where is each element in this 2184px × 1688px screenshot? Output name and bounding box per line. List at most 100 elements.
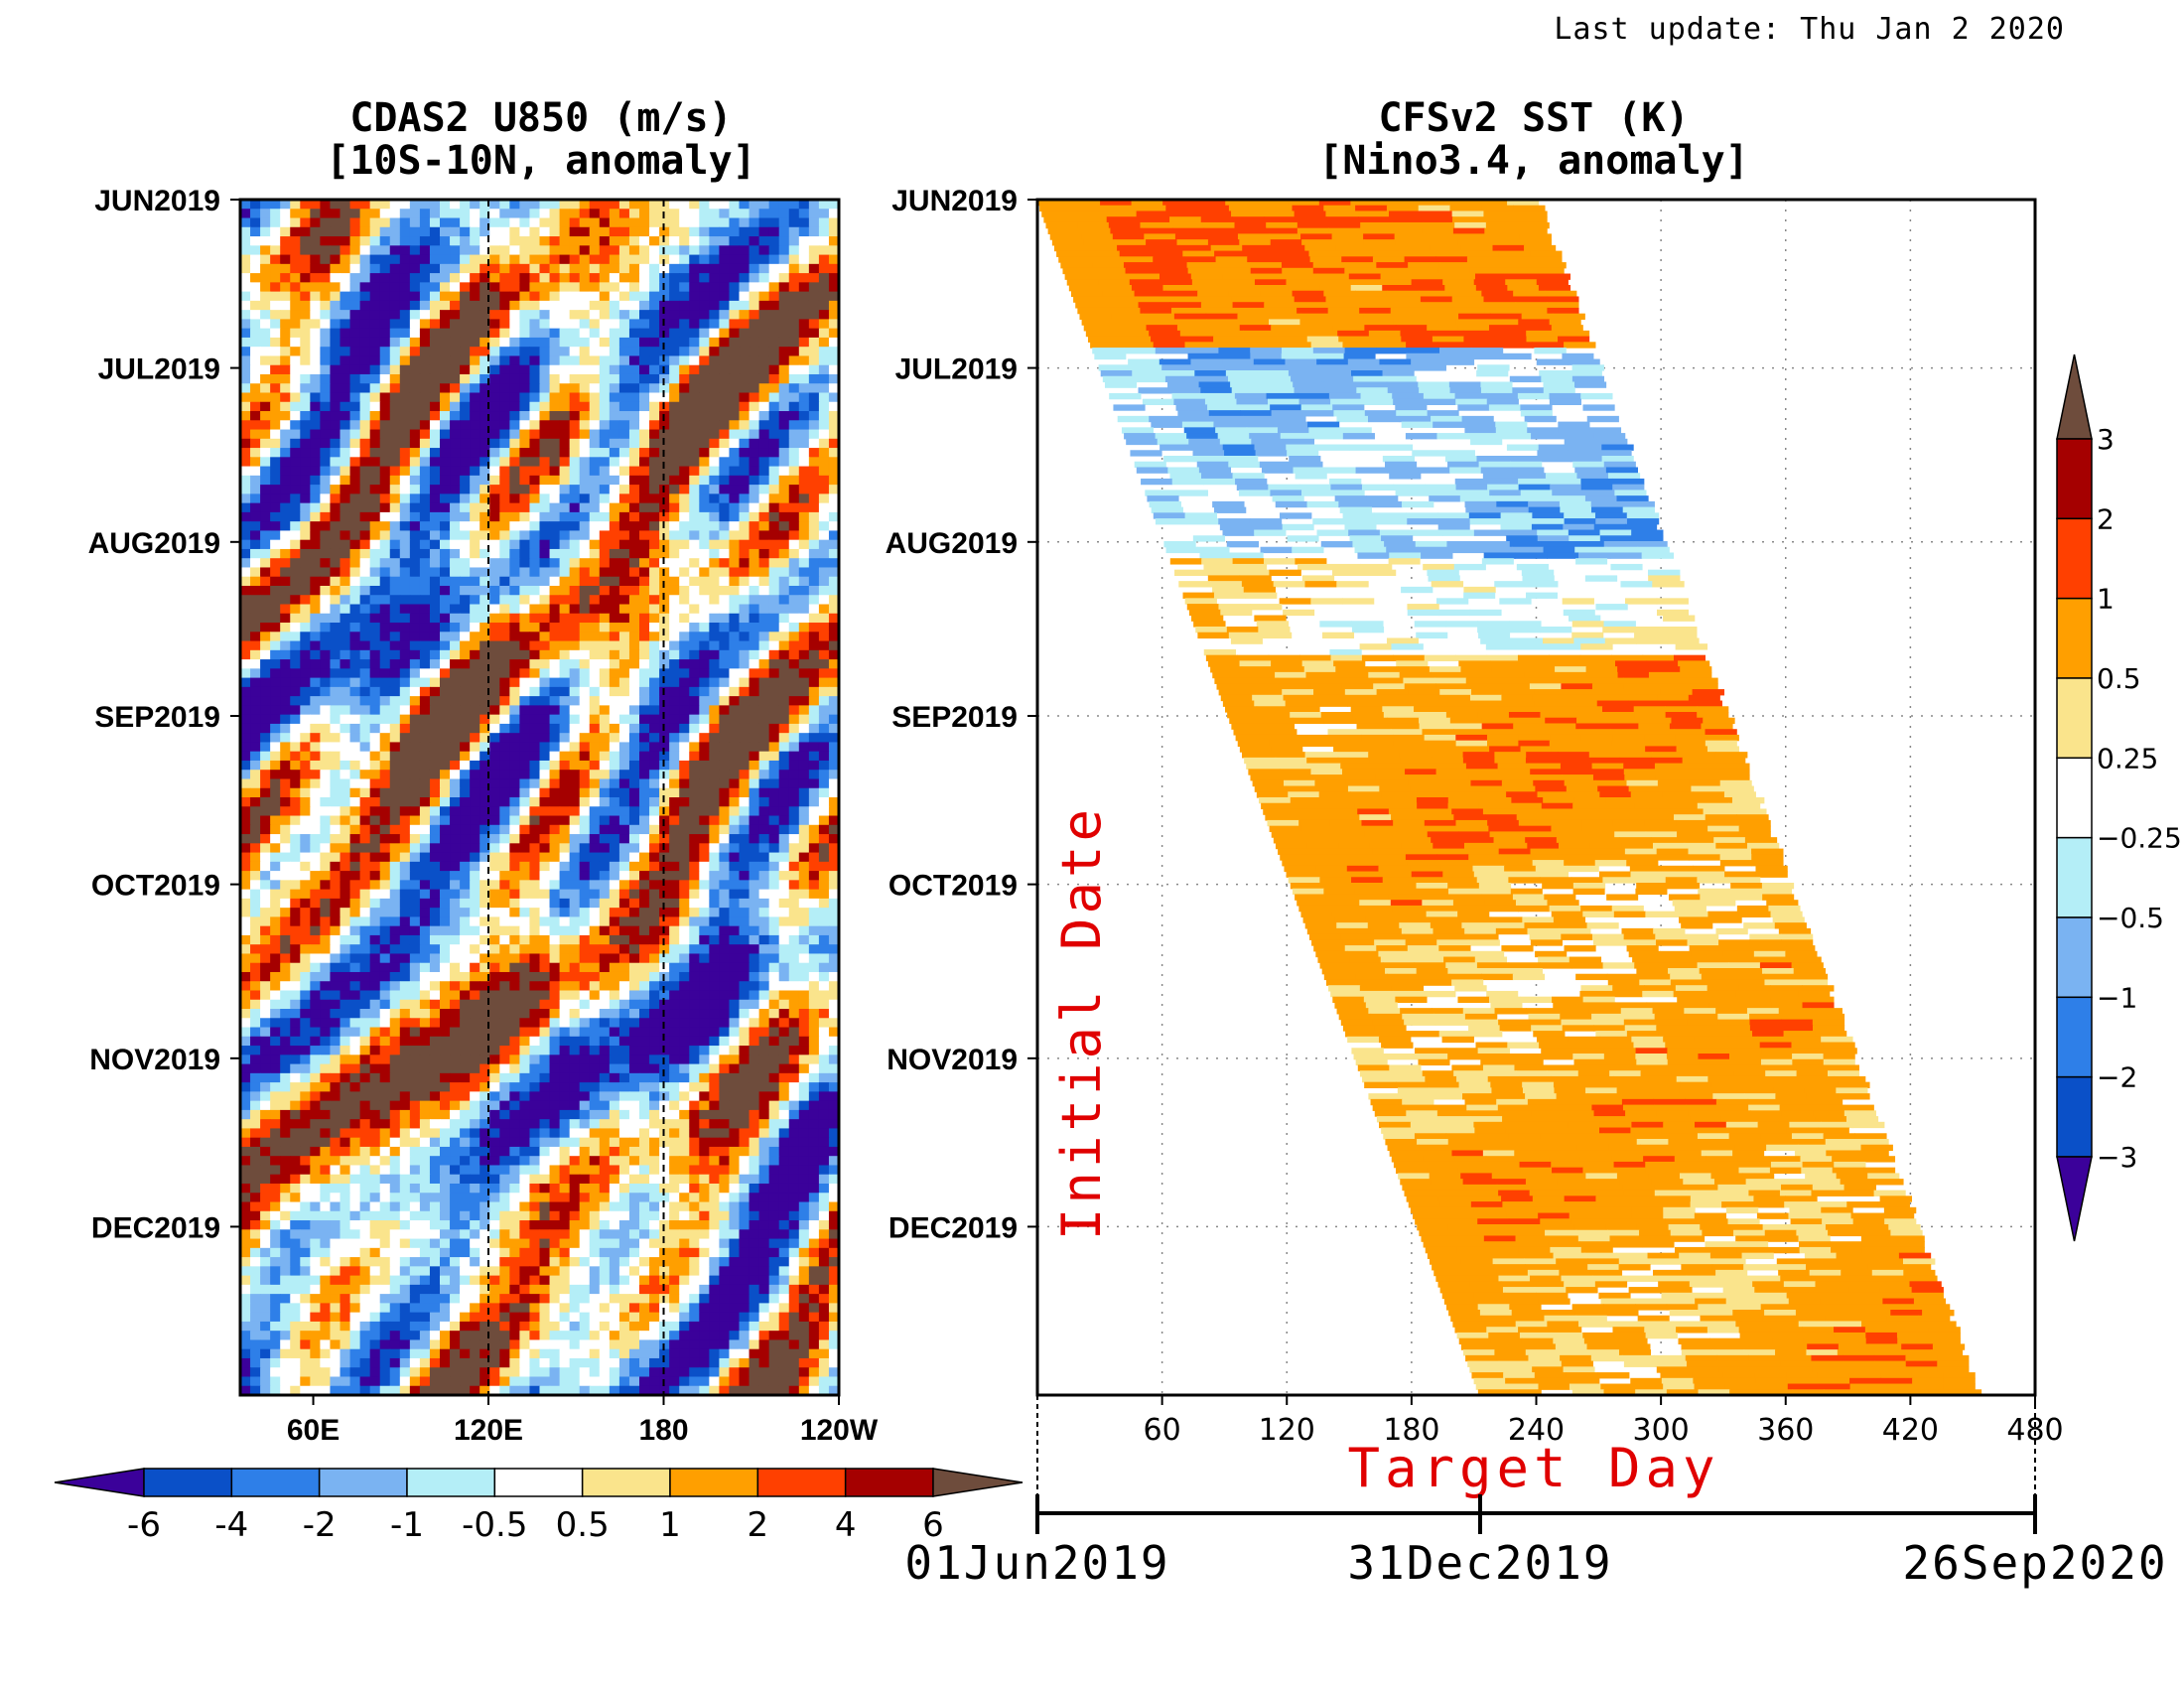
left-heatmap-cell (240, 797, 251, 807)
left-heatmap-cell (320, 448, 332, 458)
left-heatmap-cell (310, 548, 321, 559)
left-heatmap-cell (280, 916, 291, 927)
left-heatmap-cell (429, 282, 441, 293)
left-heatmap-cell (280, 640, 291, 651)
left-heatmap-cell (719, 300, 731, 311)
left-heatmap-cell (440, 604, 451, 615)
left-heatmap-cell (599, 310, 611, 320)
left-heatmap-cell (499, 705, 510, 716)
left-heatmap-cell (270, 742, 281, 753)
left-heatmap-cell (589, 328, 601, 339)
left-heatmap-cell (529, 347, 541, 357)
left-heatmap-cell (260, 209, 271, 219)
left-heatmap-cell (290, 916, 301, 927)
left-heatmap-cell (599, 429, 611, 440)
left-heatmap-cell (529, 871, 541, 881)
left-heatmap-cell (320, 742, 332, 753)
left-heatmap-cell (758, 245, 770, 256)
left-heatmap-cell (519, 355, 531, 366)
left-heatmap-cell (330, 742, 341, 753)
left-heatmap-cell (818, 742, 830, 753)
left-heatmap-cell (240, 916, 251, 927)
left-heatmap-cell (539, 337, 551, 348)
left-heatmap-cell (589, 925, 601, 936)
left-heatmap-cell (379, 843, 391, 854)
left-heatmap-cell (359, 649, 371, 660)
left-heatmap-cell (250, 898, 261, 909)
left-heatmap-cell (699, 778, 710, 789)
left-heatmap-cell (349, 668, 361, 679)
left-heatmap-cell (719, 254, 731, 265)
left-heatmap-cell (729, 217, 741, 228)
left-heatmap-cell (280, 815, 291, 826)
left-heatmap-cell (679, 539, 690, 550)
left-heatmap-cell (359, 787, 371, 798)
left-heatmap-cell (310, 944, 321, 955)
left-heatmap-cell (559, 567, 571, 578)
left-heatmap-cell (599, 585, 611, 596)
left-heatmap-cell (260, 953, 271, 964)
left-heatmap-cell (699, 889, 710, 900)
left-heatmap-cell (260, 511, 271, 522)
left-heatmap-cell (409, 226, 421, 237)
left-heatmap-cell (499, 714, 510, 725)
left-heatmap-cell (679, 457, 690, 468)
left-heatmap-cell (539, 824, 551, 835)
left-heatmap-cell (340, 632, 351, 642)
left-heatmap-cell (768, 226, 780, 237)
left-heatmap-cell (419, 485, 431, 494)
left-heatmap-cell (489, 751, 500, 762)
left-heatmap-cell (569, 364, 581, 375)
left-heatmap-cell (649, 908, 660, 917)
left-heatmap-cell (349, 273, 361, 283)
left-heatmap-cell (559, 200, 571, 210)
left-heatmap-cell (470, 733, 480, 744)
left-heatmap-cell (320, 576, 332, 587)
left-heatmap-cell (729, 420, 741, 431)
left-heatmap-cell (349, 908, 361, 917)
left-heatmap-cell (440, 530, 451, 541)
left-heatmap-cell (460, 861, 471, 872)
left-heatmap-cell (729, 282, 741, 293)
left-heatmap-cell (599, 245, 611, 256)
left-heatmap-cell (749, 328, 760, 339)
left-heatmap-cell (749, 787, 760, 798)
left-heatmap-cell (470, 815, 480, 826)
left-heatmap-cell (679, 200, 690, 210)
left-heatmap-cell (768, 420, 780, 431)
left-heatmap-cell (379, 604, 391, 615)
left-heatmap-cell (310, 696, 321, 706)
left-heatmap-cell (440, 861, 451, 872)
left-heatmap-cell (509, 328, 520, 339)
left-heatmap-cell (450, 834, 461, 844)
left-heatmap-cell (529, 640, 541, 651)
left-heatmap-cell (389, 806, 401, 817)
left-heatmap-cell (709, 953, 720, 964)
left-heatmap-cell (639, 548, 650, 559)
left-heatmap-cell (460, 852, 471, 863)
left-heatmap-cell (519, 668, 531, 679)
left-heatmap-cell (539, 401, 551, 412)
left-heatmap-cell (559, 770, 571, 780)
left-heatmap-cell (519, 558, 531, 569)
left-heatmap-cell (359, 944, 371, 955)
left-heatmap-cell (330, 438, 341, 449)
left-heatmap-cell (628, 493, 640, 504)
left-heatmap-cell (659, 539, 670, 550)
left-heatmap-cell (440, 898, 451, 909)
left-heatmap-cell (689, 751, 700, 762)
left-heatmap-cell (440, 925, 451, 936)
left-heatmap-cell (559, 420, 571, 431)
left-heatmap-cell (628, 355, 640, 366)
left-heatmap-cell (669, 585, 680, 596)
left-heatmap-cell (429, 843, 441, 854)
left-heatmap-cell (569, 420, 581, 431)
left-heatmap-cell (429, 457, 441, 468)
left-heatmap-cell (489, 576, 500, 587)
left-heatmap-cell (300, 787, 311, 798)
left-heatmap-cell (768, 530, 780, 541)
left-heatmap-cell (300, 226, 311, 237)
left-heatmap-cell (369, 328, 381, 339)
left-heatmap-cell (628, 411, 640, 421)
left-heatmap-cell (818, 511, 830, 522)
